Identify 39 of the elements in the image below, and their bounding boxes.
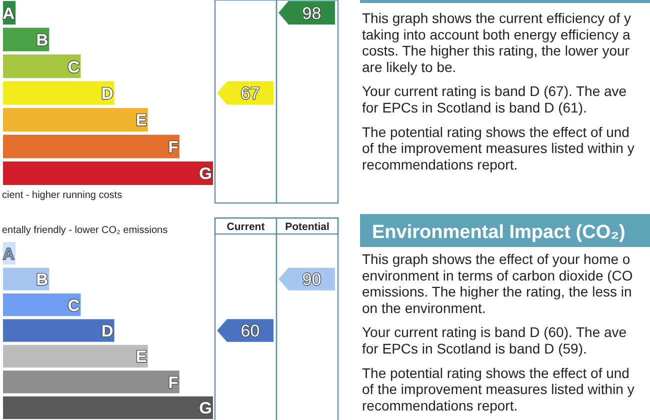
text: entally friendly - lower CO₂ emissions — [2, 225, 168, 236]
text: Your current rating is band D (60). The ave for EPCs in Scotland is band D (59). — [362, 324, 627, 356]
bar — [3, 370, 180, 394]
bar — [3, 54, 81, 78]
text: This graph shows the current efficiency of y taking into account both energy efficiency a costs. The higher this rating, the lower your are likely to be. — [362, 10, 631, 75]
y-tick-label: A — [2, 245, 15, 264]
bar — [3, 108, 148, 132]
y-tick-label: D — [101, 85, 114, 103]
data-label: 60 — [240, 322, 260, 340]
category-label: Current — [226, 221, 266, 233]
y-tick-label: F — [168, 374, 178, 392]
y-tick-label: E — [136, 112, 147, 130]
text: Environmental Impact (CO₂) — [372, 222, 626, 243]
bar — [3, 293, 81, 316]
data-label: 90 — [302, 270, 322, 290]
y-tick-label: E — [136, 348, 147, 366]
text: The potential rating shows the effect of und of the improvement measures listed within y recommendations report. — [362, 364, 634, 414]
y-tick-label: F — [168, 138, 178, 156]
bar — [3, 81, 114, 105]
y-tick-label: C — [68, 58, 80, 76]
y-tick-label: D — [101, 322, 114, 340]
y-tick-label: A — [2, 4, 15, 23]
y-tick-label: B — [36, 32, 48, 50]
text: This graph shows the effect of your home o environment in terms of carbon dioxide (CO emissions. The higher the rating, the less in on the environment. — [362, 251, 633, 316]
bar — [3, 396, 213, 419]
bar — [3, 319, 114, 342]
text: The potential rating shows the effect of und of the improvement measures listed within y recommendations report. — [362, 124, 634, 172]
bar — [3, 161, 213, 185]
category-label: Potential — [285, 221, 330, 233]
text: 67 — [240, 84, 260, 103]
bar — [3, 344, 148, 368]
y-tick-label: C — [68, 296, 80, 315]
bar — [3, 134, 180, 158]
y-tick-label: G — [199, 165, 212, 184]
y-tick-label: G — [199, 400, 212, 418]
text: 98 — [302, 4, 322, 23]
x-axis-title: cient - higher running costs — [2, 190, 122, 201]
y-tick-label: B — [36, 271, 48, 290]
text: Your current rating is band D (67). The ave for EPCs in Scotland is band D (61). — [362, 83, 627, 116]
